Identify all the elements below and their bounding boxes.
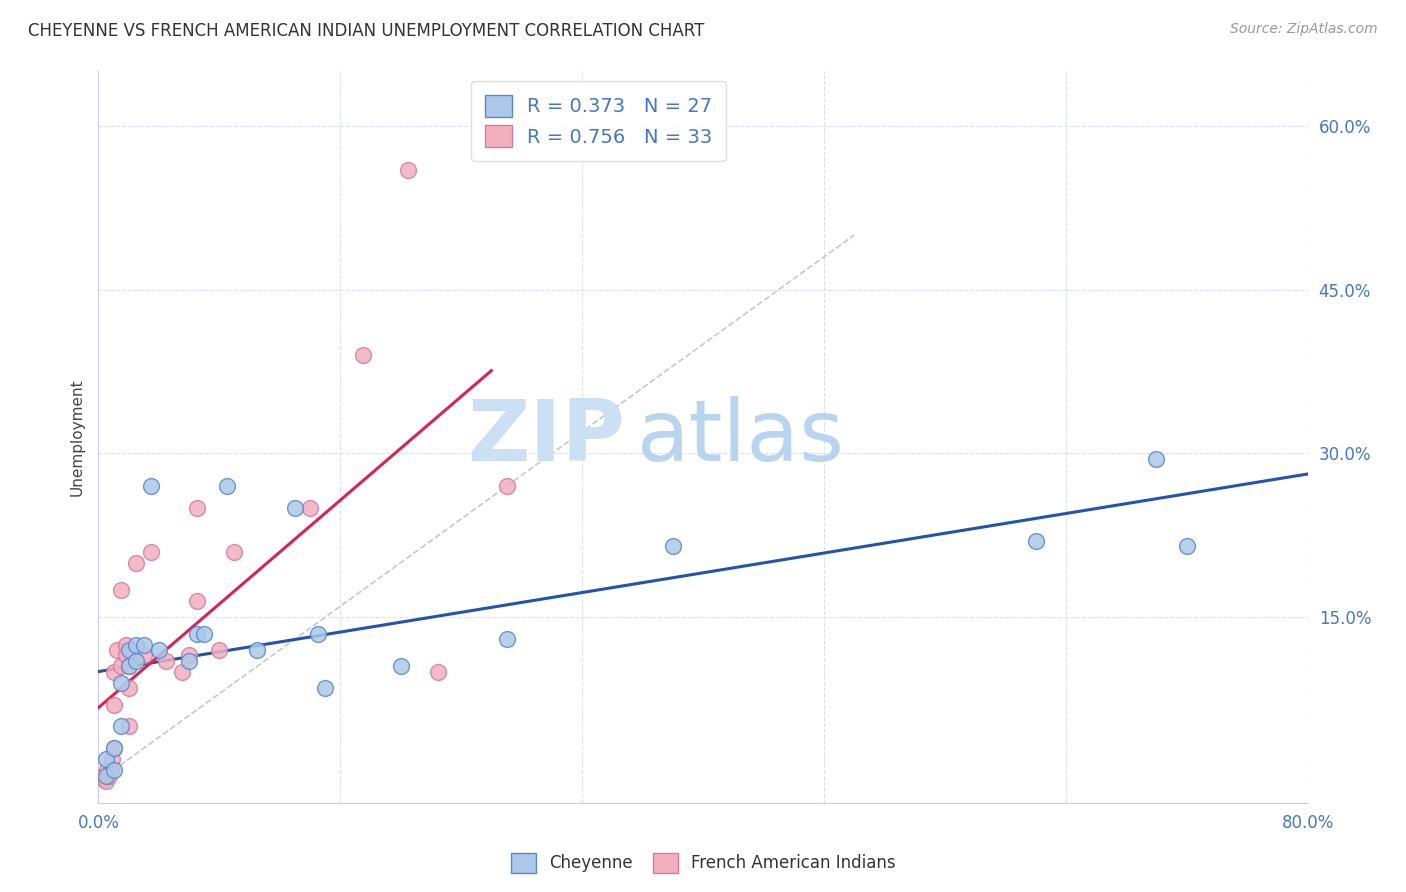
Point xyxy=(179,654,201,668)
Point xyxy=(118,659,141,673)
Point xyxy=(141,545,163,559)
Point xyxy=(121,643,143,657)
Point xyxy=(186,594,208,608)
Point xyxy=(389,659,412,673)
Point xyxy=(94,774,117,789)
Point xyxy=(307,626,329,640)
Text: CHEYENNE VS FRENCH AMERICAN INDIAN UNEMPLOYMENT CORRELATION CHART: CHEYENNE VS FRENCH AMERICAN INDIAN UNEMP… xyxy=(28,22,704,40)
Point xyxy=(103,741,125,756)
Point xyxy=(148,643,170,657)
Point xyxy=(125,638,148,652)
Point xyxy=(103,763,125,777)
Point xyxy=(246,643,269,657)
Point xyxy=(110,659,132,673)
Point xyxy=(186,501,208,516)
Point xyxy=(1024,533,1046,548)
Point xyxy=(94,752,117,766)
Point xyxy=(101,752,124,766)
Point xyxy=(179,648,201,663)
Point xyxy=(114,638,136,652)
Point xyxy=(427,665,450,679)
Point xyxy=(94,768,117,782)
Point xyxy=(495,632,517,646)
Point xyxy=(224,545,246,559)
Point xyxy=(495,479,517,493)
Point xyxy=(110,582,132,597)
Text: ZIP: ZIP xyxy=(467,395,624,479)
Point xyxy=(118,659,141,673)
Point xyxy=(118,719,141,733)
Point xyxy=(396,162,419,177)
Y-axis label: Unemployment: Unemployment xyxy=(69,378,84,496)
Point xyxy=(98,768,121,782)
Point xyxy=(100,763,122,777)
Point xyxy=(208,643,231,657)
Point xyxy=(125,556,148,570)
Point xyxy=(141,479,163,493)
Point xyxy=(114,648,136,663)
Point xyxy=(193,626,215,640)
Point xyxy=(299,501,322,516)
Point xyxy=(103,698,125,712)
Text: Source: ZipAtlas.com: Source: ZipAtlas.com xyxy=(1230,22,1378,37)
Point xyxy=(661,539,683,553)
Point xyxy=(103,665,125,679)
Point xyxy=(125,654,148,668)
Point xyxy=(105,643,128,657)
Point xyxy=(186,626,208,640)
Point xyxy=(1144,451,1167,466)
Point xyxy=(118,681,141,695)
Point xyxy=(352,348,374,362)
Point xyxy=(132,648,155,663)
Point xyxy=(103,741,125,756)
Text: atlas: atlas xyxy=(637,395,845,479)
Point xyxy=(110,675,132,690)
Point xyxy=(93,772,115,786)
Point xyxy=(110,719,132,733)
Legend: R = 0.373   N = 27, R = 0.756   N = 33: R = 0.373 N = 27, R = 0.756 N = 33 xyxy=(471,81,725,161)
Point xyxy=(155,654,177,668)
Point xyxy=(91,768,114,782)
Point xyxy=(118,643,141,657)
Point xyxy=(284,501,307,516)
Point xyxy=(314,681,336,695)
Point xyxy=(215,479,238,493)
Point xyxy=(1175,539,1198,553)
Point xyxy=(170,665,193,679)
Legend: Cheyenne, French American Indians: Cheyenne, French American Indians xyxy=(503,847,903,880)
Point xyxy=(96,763,118,777)
Point xyxy=(132,638,155,652)
